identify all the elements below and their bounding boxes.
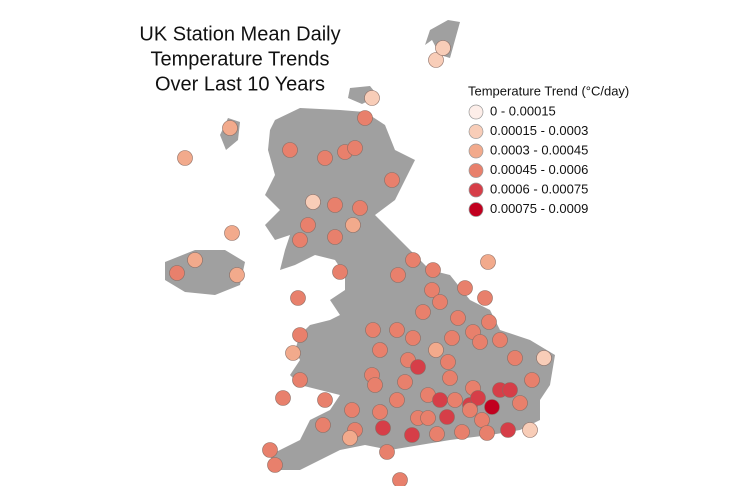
station bbox=[344, 402, 360, 418]
station bbox=[480, 254, 496, 270]
station bbox=[425, 262, 441, 278]
station bbox=[470, 390, 486, 406]
station bbox=[439, 409, 455, 425]
station bbox=[442, 370, 458, 386]
station bbox=[502, 382, 518, 398]
station bbox=[447, 392, 463, 408]
station bbox=[432, 294, 448, 310]
station bbox=[327, 229, 343, 245]
station bbox=[364, 90, 380, 106]
station bbox=[389, 392, 405, 408]
station bbox=[507, 350, 523, 366]
station bbox=[457, 280, 473, 296]
legend-label: 0.0006 - 0.00075 bbox=[490, 181, 588, 196]
station bbox=[524, 372, 540, 388]
title-line: UK Station Mean Daily bbox=[139, 23, 340, 45]
station bbox=[415, 304, 431, 320]
station bbox=[410, 359, 426, 375]
station bbox=[536, 350, 552, 366]
station bbox=[352, 200, 368, 216]
station bbox=[397, 374, 413, 390]
station bbox=[262, 442, 278, 458]
station bbox=[282, 142, 298, 158]
station bbox=[428, 52, 444, 68]
legend-label: 0.00045 - 0.0006 bbox=[490, 162, 588, 177]
station bbox=[522, 422, 538, 438]
station bbox=[404, 427, 420, 443]
station bbox=[432, 392, 448, 408]
station bbox=[372, 342, 388, 358]
station bbox=[384, 172, 400, 188]
station bbox=[229, 267, 245, 283]
station bbox=[390, 267, 406, 283]
station bbox=[292, 327, 308, 343]
station bbox=[315, 417, 331, 433]
legend-swatch bbox=[468, 202, 484, 217]
station bbox=[292, 232, 308, 248]
station bbox=[365, 322, 381, 338]
northern-ireland bbox=[165, 250, 245, 295]
station bbox=[317, 392, 333, 408]
title-line: Temperature Trends bbox=[151, 48, 330, 70]
legend-swatch bbox=[468, 104, 484, 120]
station bbox=[305, 194, 321, 210]
station bbox=[420, 410, 436, 426]
station bbox=[375, 420, 391, 436]
station bbox=[405, 252, 421, 268]
legend-swatch bbox=[468, 182, 484, 198]
station bbox=[481, 314, 497, 330]
legend-swatch bbox=[468, 124, 484, 139]
station bbox=[292, 372, 308, 388]
station bbox=[300, 217, 316, 233]
legend-label: 0.00015 - 0.0003 bbox=[490, 123, 588, 138]
legend-swatch bbox=[468, 163, 484, 178]
station bbox=[357, 110, 373, 126]
station bbox=[177, 150, 193, 166]
station bbox=[169, 265, 185, 281]
station bbox=[317, 150, 333, 166]
station bbox=[484, 399, 500, 415]
station bbox=[462, 402, 478, 418]
station bbox=[367, 377, 383, 393]
station bbox=[392, 472, 408, 486]
station bbox=[428, 342, 444, 358]
station bbox=[290, 290, 306, 306]
legend-swatch bbox=[468, 143, 484, 159]
title-line: Over Last 10 Years bbox=[155, 73, 325, 95]
station bbox=[285, 345, 301, 361]
station bbox=[379, 444, 395, 460]
legend-label: 0 - 0.00015 bbox=[490, 103, 556, 118]
legend-label: 0.00075 - 0.0009 bbox=[490, 201, 588, 216]
station bbox=[512, 395, 528, 411]
station bbox=[424, 282, 440, 298]
station bbox=[477, 290, 493, 306]
station bbox=[332, 264, 348, 280]
station bbox=[454, 424, 470, 440]
station bbox=[429, 426, 445, 442]
station bbox=[224, 225, 240, 241]
station bbox=[347, 140, 363, 156]
legend-title: Temperature Trend (°C/day) bbox=[468, 83, 629, 98]
station bbox=[327, 197, 343, 213]
station bbox=[389, 322, 405, 338]
shetland bbox=[425, 20, 460, 58]
station bbox=[275, 390, 291, 406]
station bbox=[342, 430, 358, 446]
legend-label: 0.0003 - 0.00045 bbox=[490, 142, 588, 157]
station bbox=[222, 120, 238, 136]
station bbox=[444, 330, 460, 346]
station bbox=[500, 422, 516, 438]
station bbox=[187, 252, 203, 268]
station bbox=[405, 330, 421, 346]
station bbox=[267, 457, 283, 473]
station bbox=[440, 354, 456, 370]
station bbox=[472, 334, 488, 350]
station bbox=[492, 332, 508, 348]
station bbox=[435, 40, 451, 56]
station bbox=[479, 425, 495, 441]
station bbox=[345, 217, 361, 233]
station bbox=[372, 404, 388, 420]
station bbox=[450, 310, 466, 326]
